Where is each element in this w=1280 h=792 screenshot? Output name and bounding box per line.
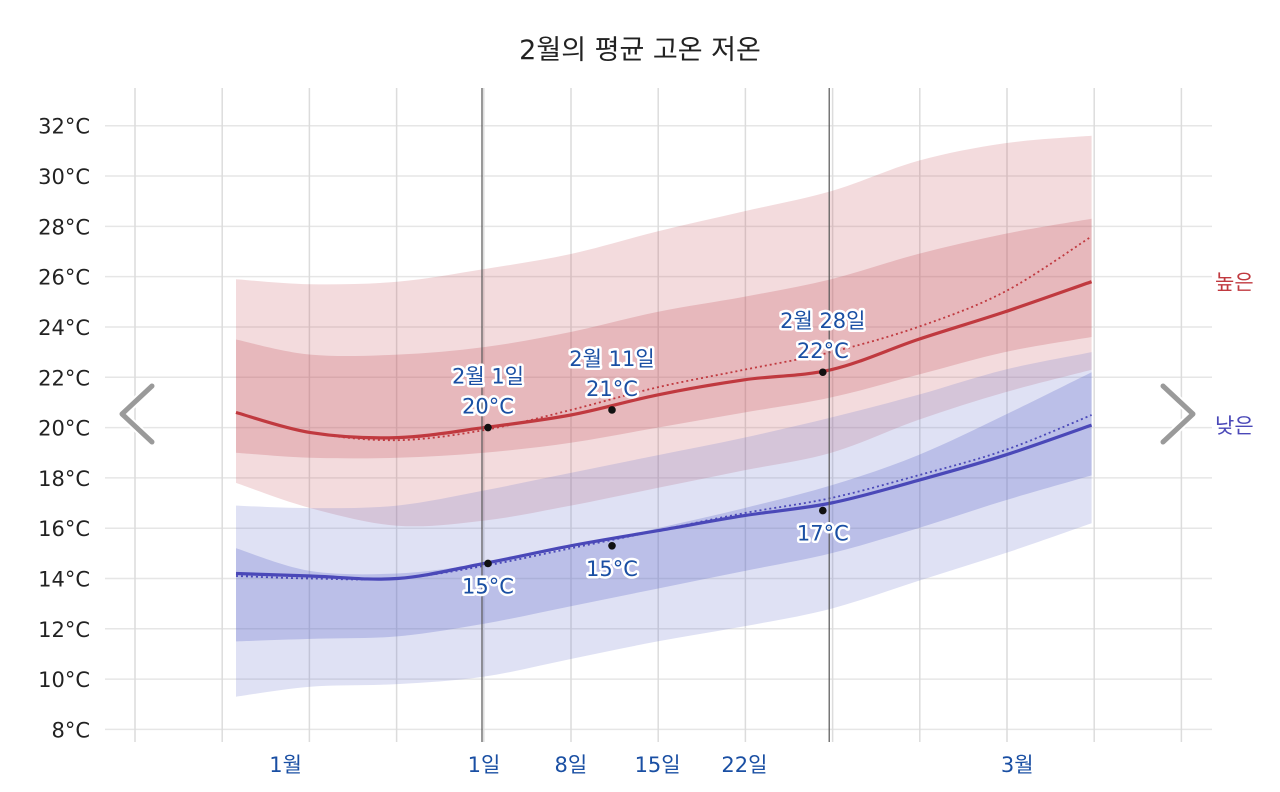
y-tick-label: 22°C bbox=[38, 366, 90, 390]
y-tick-label: 14°C bbox=[38, 568, 90, 592]
x-tick-label: 3월 bbox=[1001, 753, 1034, 777]
x-axis-ticks: 1월 1일 8일 15일 22일 3월 bbox=[269, 753, 1033, 777]
annotation-high-label: 21°C bbox=[586, 377, 638, 401]
y-tick-label: 28°C bbox=[38, 215, 90, 239]
x-tick-label: 15일 bbox=[635, 753, 681, 777]
annotation-date-label: 2월 28일 bbox=[780, 309, 865, 333]
series-high-line bbox=[235, 280, 1093, 440]
series-low-line bbox=[235, 423, 1093, 581]
annotation-low-label: 15°C bbox=[462, 574, 514, 598]
nav-arrows bbox=[117, 381, 1198, 447]
annotation-point-low bbox=[819, 506, 827, 515]
series-high-dotted-line bbox=[235, 235, 1093, 442]
annotation-date-label: 2월 1일 bbox=[452, 365, 524, 389]
x-tick-label: 22일 bbox=[721, 753, 767, 777]
chevron-left-icon[interactable] bbox=[117, 381, 157, 447]
series-lines bbox=[235, 235, 1093, 581]
chevron-left-stroke bbox=[119, 383, 155, 445]
chevron-right-icon[interactable] bbox=[1158, 381, 1198, 447]
x-tick-label: 1월 bbox=[269, 753, 302, 777]
y-tick-label: 30°C bbox=[38, 165, 90, 189]
month-markers bbox=[481, 88, 830, 742]
x-tick-label: 8일 bbox=[554, 753, 587, 777]
annotation-low-label: 15°C bbox=[586, 557, 638, 581]
y-tick-label: 26°C bbox=[38, 266, 90, 290]
annotation-points: 2월 1일 20°C 15°C 2월 11일 21°C 15°C 2월 28일 22°C 17°… bbox=[449, 307, 868, 601]
y-tick-label: 12°C bbox=[38, 618, 90, 642]
annotation-point-high bbox=[484, 423, 492, 432]
y-tick-label: 20°C bbox=[38, 417, 90, 441]
y-tick-label: 18°C bbox=[38, 467, 90, 491]
y-tick-label: 8°C bbox=[51, 718, 90, 742]
annotation-point-low bbox=[608, 542, 616, 550]
range-bands bbox=[236, 135, 1092, 697]
grid-lines bbox=[105, 88, 1212, 742]
y-axis-ticks: 8°C 10°C 12°C 14°C 16°C 18°C 20°C 22°C 24°C 26°C 2… bbox=[38, 115, 90, 743]
band-low-outer bbox=[236, 352, 1092, 697]
annotation-high-label: 20°C bbox=[462, 395, 514, 419]
annotation-low-label: 17°C bbox=[797, 522, 849, 546]
annotation-date-label: 2월 11일 bbox=[569, 347, 654, 371]
band-low-inner bbox=[236, 372, 1092, 642]
chevron-left-outline bbox=[117, 381, 157, 447]
y-tick-label: 24°C bbox=[38, 316, 90, 340]
band-high-inner bbox=[236, 218, 1092, 459]
annotation-point-low bbox=[484, 559, 492, 568]
x-tick-label: 1일 bbox=[468, 753, 501, 777]
chevron-right-outline bbox=[1158, 381, 1198, 447]
chevron-right-stroke bbox=[1160, 383, 1196, 445]
y-tick-label: 16°C bbox=[38, 517, 90, 541]
series-label-low: 낮은 bbox=[1215, 414, 1254, 438]
series-label-high: 높은 bbox=[1215, 271, 1254, 295]
y-tick-label: 32°C bbox=[38, 115, 90, 139]
y-tick-label: 10°C bbox=[38, 668, 90, 692]
annotation-point-high bbox=[819, 368, 827, 377]
band-high-outer bbox=[236, 135, 1092, 527]
chart-title: 2월의 평균 고온 저온 bbox=[519, 35, 761, 66]
annotation-high-label: 22°C bbox=[797, 339, 849, 363]
annotation-point-high bbox=[608, 406, 616, 414]
